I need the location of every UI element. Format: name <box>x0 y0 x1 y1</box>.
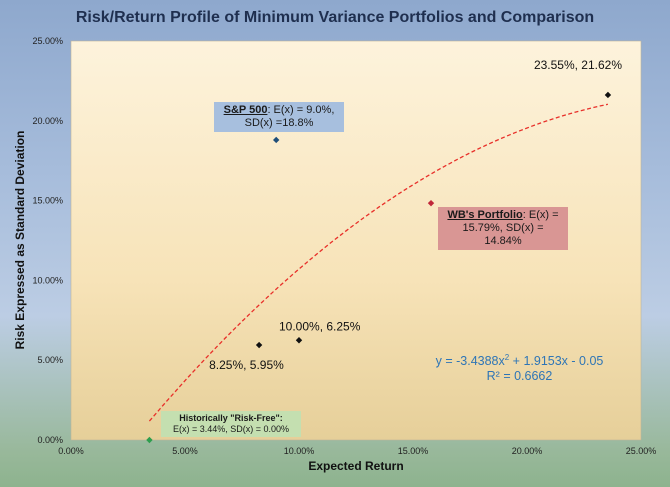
wb-callout-text2: 15.79%, SD(x) = <box>462 222 544 234</box>
trendline-equation: y = -3.4388x2 + 1.9153x - 0.05 R² = 0.66… <box>432 350 607 384</box>
x-tick-label: 5.00% <box>172 446 198 456</box>
data-point <box>273 136 280 144</box>
y-tick-label: 10.00% <box>32 275 63 285</box>
data-point <box>255 341 263 349</box>
y-tick-label: 15.00% <box>32 196 63 206</box>
rf-callout-line1: Historically "Risk-Free": <box>179 413 283 423</box>
rf-callout-line2: E(x) = 3.44%, SD(x) = 0.00% <box>172 424 290 434</box>
y-tick-label: 5.00% <box>37 355 63 365</box>
sp500-callout-text1: : E(x) = 9.0%, <box>267 104 335 116</box>
risk-free-callout: Historically "Risk-Free": E(x) = 3.44%, … <box>161 411 301 437</box>
x-tick-label: 0.00% <box>58 446 84 456</box>
data-point <box>604 91 612 99</box>
sp500-callout: S&P 500: E(x) = 9.0%, SD(x) =18.8% <box>214 102 344 132</box>
y-tick-label: 20.00% <box>32 116 63 126</box>
x-tick-label: 20.00% <box>512 446 543 456</box>
point-label: 8.25%, 5.95% <box>209 358 284 372</box>
data-point <box>295 337 303 344</box>
wb-callout-text1: : E(x) = <box>522 209 559 221</box>
trendline-equation-text: y = -3.4388x <box>435 354 505 369</box>
y-axis-title: Risk Expressed as Standard Deviation <box>13 131 27 350</box>
sp500-callout-text2: SD(x) =18.8% <box>244 117 314 129</box>
trendline <box>148 103 609 422</box>
trendline-r-squared: R² = 0.6662 <box>486 369 553 384</box>
sp500-callout-title: S&P 500 <box>223 104 268 116</box>
wb-portfolio-callout: WB's Portfolio: E(x) = 15.79%, SD(x) = 1… <box>438 207 568 250</box>
chart-title: Risk/Return Profile of Minimum Variance … <box>75 9 595 26</box>
x-tick-label: 10.00% <box>284 446 315 456</box>
trendline-equation-exponent: 2 <box>504 353 510 362</box>
wb-callout-text3: 14.84% <box>484 235 522 247</box>
x-axis-title: Expected Return <box>308 459 403 473</box>
y-tick-label: 0.00% <box>37 435 63 445</box>
data-point <box>146 436 153 444</box>
y-tick-label: 25.00% <box>32 36 63 46</box>
trendline-equation-rest: + 1.9153x - 0.05 <box>509 354 604 369</box>
x-tick-label: 25.00% <box>626 446 657 456</box>
x-tick-label: 15.00% <box>398 446 429 456</box>
point-label: 10.00%, 6.25% <box>279 319 361 333</box>
data-point <box>427 199 435 207</box>
wb-callout-title: WB's Portfolio <box>447 209 523 221</box>
point-label: 23.55%, 21.62% <box>534 58 622 72</box>
